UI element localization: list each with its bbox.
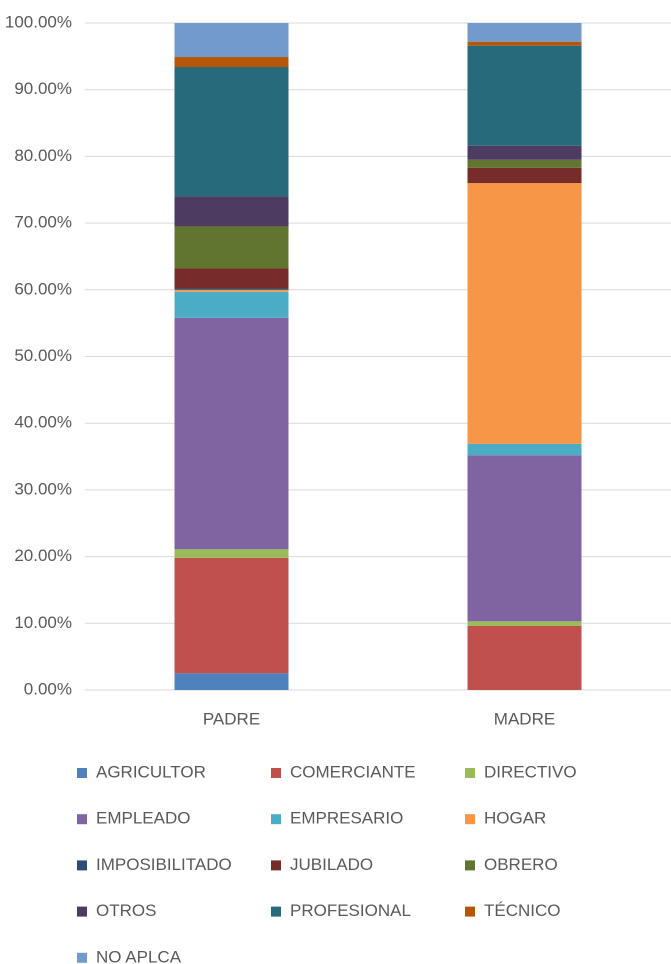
bar-segment xyxy=(467,455,582,622)
bar-segment xyxy=(467,41,582,46)
legend-swatch xyxy=(465,768,475,778)
bar-segment xyxy=(467,23,582,42)
y-tick-label: 30.00% xyxy=(14,479,72,498)
bar-segment xyxy=(467,443,582,456)
legend-label: PROFESIONAL xyxy=(290,901,411,920)
legend-label: TÉCNICO xyxy=(484,901,561,920)
y-tick-label: 70.00% xyxy=(14,213,72,232)
bar-segment xyxy=(467,183,582,444)
legend-swatch xyxy=(77,860,87,871)
legend-label: IMPOSIBILITADO xyxy=(96,855,232,874)
legend-label: JUBILADO xyxy=(290,855,373,874)
bar-segment xyxy=(174,23,289,58)
legend-swatch xyxy=(77,952,87,963)
legend-label: EMPRESARIO xyxy=(290,809,403,828)
bar-segment xyxy=(174,557,289,674)
x-tick-label: MADRE xyxy=(494,709,555,728)
legend-swatch xyxy=(465,860,475,871)
legend-label: EMPLEADO xyxy=(96,809,190,828)
legend-swatch xyxy=(77,906,87,917)
y-tick-label: 10.00% xyxy=(14,613,72,632)
bar-segment xyxy=(467,167,582,184)
bar-segment xyxy=(467,621,582,626)
bar-segment xyxy=(174,291,289,318)
legend-swatch xyxy=(465,906,475,917)
bar-segment xyxy=(174,673,289,690)
bar-segment xyxy=(174,268,289,289)
bar-segment xyxy=(174,57,289,68)
legend-label: OBRERO xyxy=(484,855,558,874)
legend-swatch xyxy=(271,768,281,778)
bar-segment xyxy=(467,145,582,160)
bar-segment xyxy=(174,67,289,197)
bar-segment xyxy=(174,226,289,269)
legend-label: NO APLCA xyxy=(96,947,182,964)
bar-segment xyxy=(467,625,582,690)
legend-swatch xyxy=(271,814,281,825)
y-tick-label: 20.00% xyxy=(14,546,72,565)
bar-segment xyxy=(174,289,289,292)
bar-segment xyxy=(174,288,289,290)
legend-swatch xyxy=(465,814,475,825)
legend-label: HOGAR xyxy=(484,809,546,828)
legend-swatch xyxy=(77,768,87,778)
bar-segment xyxy=(174,317,289,550)
x-tick-label: PADRE xyxy=(203,709,260,728)
y-tick-label: 80.00% xyxy=(14,146,72,165)
y-tick-label: 0.00% xyxy=(24,679,72,698)
bar-segment xyxy=(174,549,289,558)
bar-segment xyxy=(467,45,582,146)
legend-swatch xyxy=(271,906,281,917)
y-tick-label: 40.00% xyxy=(14,413,72,432)
bar-segment xyxy=(174,196,289,227)
y-tick-label: 90.00% xyxy=(14,79,72,98)
legend-label: COMERCIANTE xyxy=(290,762,416,781)
legend-swatch xyxy=(77,814,87,825)
legend-label: AGRICULTOR xyxy=(96,762,206,781)
legend-label: OTROS xyxy=(96,901,156,920)
y-tick-label: 100.00% xyxy=(5,12,72,31)
legend-label: DIRECTIVO xyxy=(484,762,577,781)
bar-segment xyxy=(467,159,582,168)
y-tick-label: 60.00% xyxy=(14,279,72,298)
y-tick-label: 50.00% xyxy=(14,346,72,365)
legend-swatch xyxy=(271,860,281,871)
